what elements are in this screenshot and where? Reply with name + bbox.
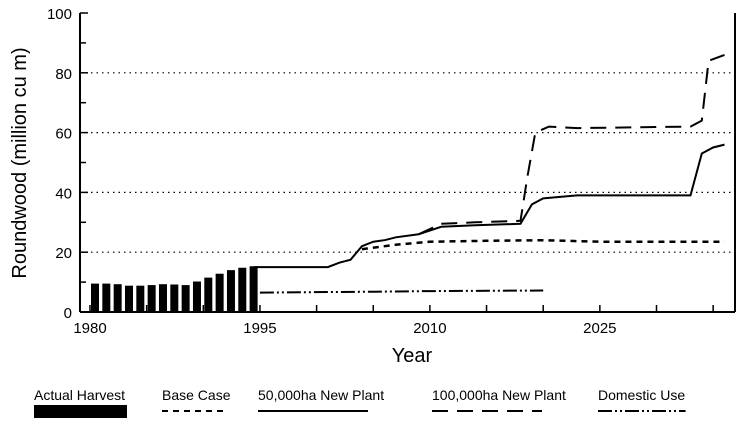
legend-label: 100,000ha New Plant bbox=[432, 387, 566, 403]
bar-actual-harvest bbox=[226, 270, 235, 312]
bar-actual-harvest bbox=[91, 283, 99, 312]
y-tick-label: 60 bbox=[55, 126, 72, 143]
legend-label: 50,000ha New Plant bbox=[258, 387, 384, 403]
y-tick-label: 100 bbox=[47, 6, 72, 23]
x-tick-label: 2010 bbox=[413, 320, 446, 337]
bar-actual-harvest bbox=[215, 273, 224, 312]
bar-actual-harvest bbox=[238, 267, 247, 312]
bar-actual-harvest bbox=[249, 266, 258, 312]
y-tick-label: 20 bbox=[55, 245, 72, 262]
series-base-case bbox=[361, 238, 725, 251]
bar-actual-harvest bbox=[136, 285, 145, 312]
y-tick-label: 80 bbox=[55, 66, 72, 83]
bar-actual-harvest bbox=[181, 285, 190, 312]
x-axis-label: Year bbox=[392, 345, 433, 367]
legend-label: Actual Harvest bbox=[34, 387, 125, 403]
legend-label: Domestic Use bbox=[598, 387, 685, 403]
bar-actual-harvest bbox=[192, 281, 201, 312]
bar-actual-harvest bbox=[158, 284, 167, 312]
bar-actual-harvest bbox=[102, 283, 111, 312]
bar-actual-harvest bbox=[170, 284, 179, 312]
y-tick-label: 40 bbox=[55, 185, 72, 202]
series-domestic-use bbox=[259, 289, 544, 294]
y-axis-label: Roundwood (million cu m) bbox=[9, 47, 31, 278]
legend-swatch-actual-harvest bbox=[34, 405, 127, 418]
series-100-000ha-new-plant bbox=[418, 53, 725, 236]
x-tick-label: 1980 bbox=[73, 320, 106, 337]
y-tick-label: 0 bbox=[64, 305, 72, 322]
x-tick-label: 1995 bbox=[243, 320, 276, 337]
legend-label: Base Case bbox=[162, 387, 231, 403]
bar-actual-harvest bbox=[204, 277, 213, 312]
bar-actual-harvest bbox=[124, 285, 133, 312]
bar-actual-harvest bbox=[147, 285, 156, 312]
bar-actual-harvest bbox=[113, 284, 122, 312]
x-tick-label: 2025 bbox=[583, 320, 616, 337]
series-50-000ha-new-plant bbox=[254, 143, 725, 269]
